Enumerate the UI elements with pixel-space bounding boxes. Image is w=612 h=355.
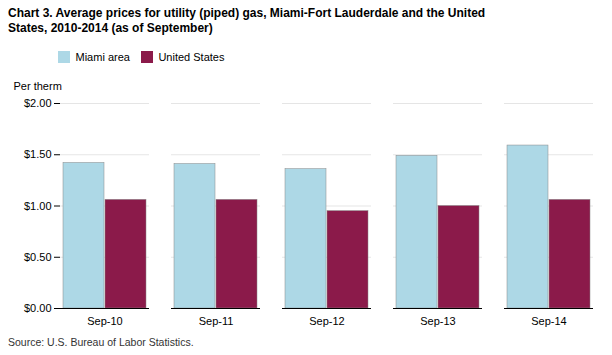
svg-text:Sep-13: Sep-13 xyxy=(420,315,455,327)
html-text:Chart 3. Average prices for ut: Chart 3. Average prices for utility (pip… xyxy=(8,6,486,35)
svg-text:$0.00: $0.00 xyxy=(24,302,52,314)
svg-text:Per therm: Per therm xyxy=(14,80,62,92)
svg-text:Sep-14: Sep-14 xyxy=(531,315,566,327)
html-text:United States: United States xyxy=(158,50,225,63)
svg-text:$0.50: $0.50 xyxy=(24,250,52,262)
svg-text:Sep-11: Sep-11 xyxy=(199,315,234,327)
html-text:Source: U.S. Bureau of Labor S: Source: U.S. Bureau of Labor Statistics. xyxy=(8,335,194,348)
svg-text:$1.00: $1.00 xyxy=(24,199,52,211)
html-text:Miami area: Miami area xyxy=(75,50,130,63)
svg-text:$1.50: $1.50 xyxy=(24,148,52,160)
svg-text:Sep-10: Sep-10 xyxy=(87,315,122,327)
svg-text:$2.00: $2.00 xyxy=(24,97,52,109)
svg-text:Sep-12: Sep-12 xyxy=(309,315,344,327)
